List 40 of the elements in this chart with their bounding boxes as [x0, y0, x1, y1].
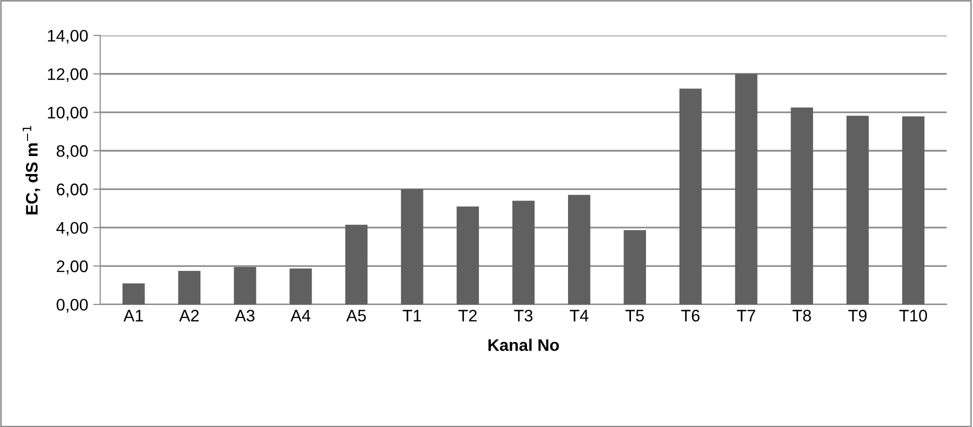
- x-tick-label: T2: [458, 310, 477, 322]
- y-tick-label: 14,00: [48, 30, 88, 44]
- x-tick-label: T3: [514, 310, 532, 322]
- x-tick-label: A5: [346, 310, 366, 322]
- x-tick-label: T5: [626, 310, 644, 322]
- y-tick-label: 10,00: [48, 106, 88, 120]
- bar: [345, 224, 368, 304]
- bar: [902, 116, 924, 304]
- bar: [568, 194, 590, 304]
- bar: [234, 266, 256, 304]
- bar: [624, 230, 646, 304]
- x-tick-label: T4: [570, 310, 588, 322]
- x-axis-title: Kanal No: [488, 338, 559, 351]
- x-tick-label: T1: [402, 310, 422, 322]
- y-tick-label: 2,00: [56, 260, 88, 274]
- x-tick-label: T8: [792, 310, 811, 322]
- x-tick-label: T9: [848, 310, 867, 322]
- y-tick-label: 6,00: [56, 184, 88, 198]
- bar: [679, 88, 702, 304]
- x-tick-label: T7: [736, 310, 756, 322]
- bar: [512, 200, 535, 304]
- x-tick-label: T6: [681, 310, 700, 322]
- x-tick-label: A3: [234, 310, 254, 322]
- bar: [122, 283, 145, 304]
- x-tick-label: A2: [179, 310, 199, 322]
- y-tick-label: 4,00: [56, 222, 88, 236]
- bar: [735, 74, 758, 304]
- x-tick-label: A4: [290, 310, 310, 322]
- bar: [178, 270, 200, 304]
- x-tick-label: T10: [899, 310, 928, 322]
- y-tick-label: 12,00: [48, 68, 88, 82]
- bar: [790, 107, 814, 304]
- y-tick-label: 8,00: [56, 145, 88, 159]
- x-tick-label: A1: [123, 310, 144, 322]
- y-tick-label: 0,00: [56, 298, 88, 313]
- y-axis-title: EC, dS m$^{−1}$: [22, 126, 40, 214]
- bar: [290, 268, 312, 304]
- bar: [400, 189, 424, 304]
- bar: [456, 206, 479, 304]
- bar: [846, 116, 869, 304]
